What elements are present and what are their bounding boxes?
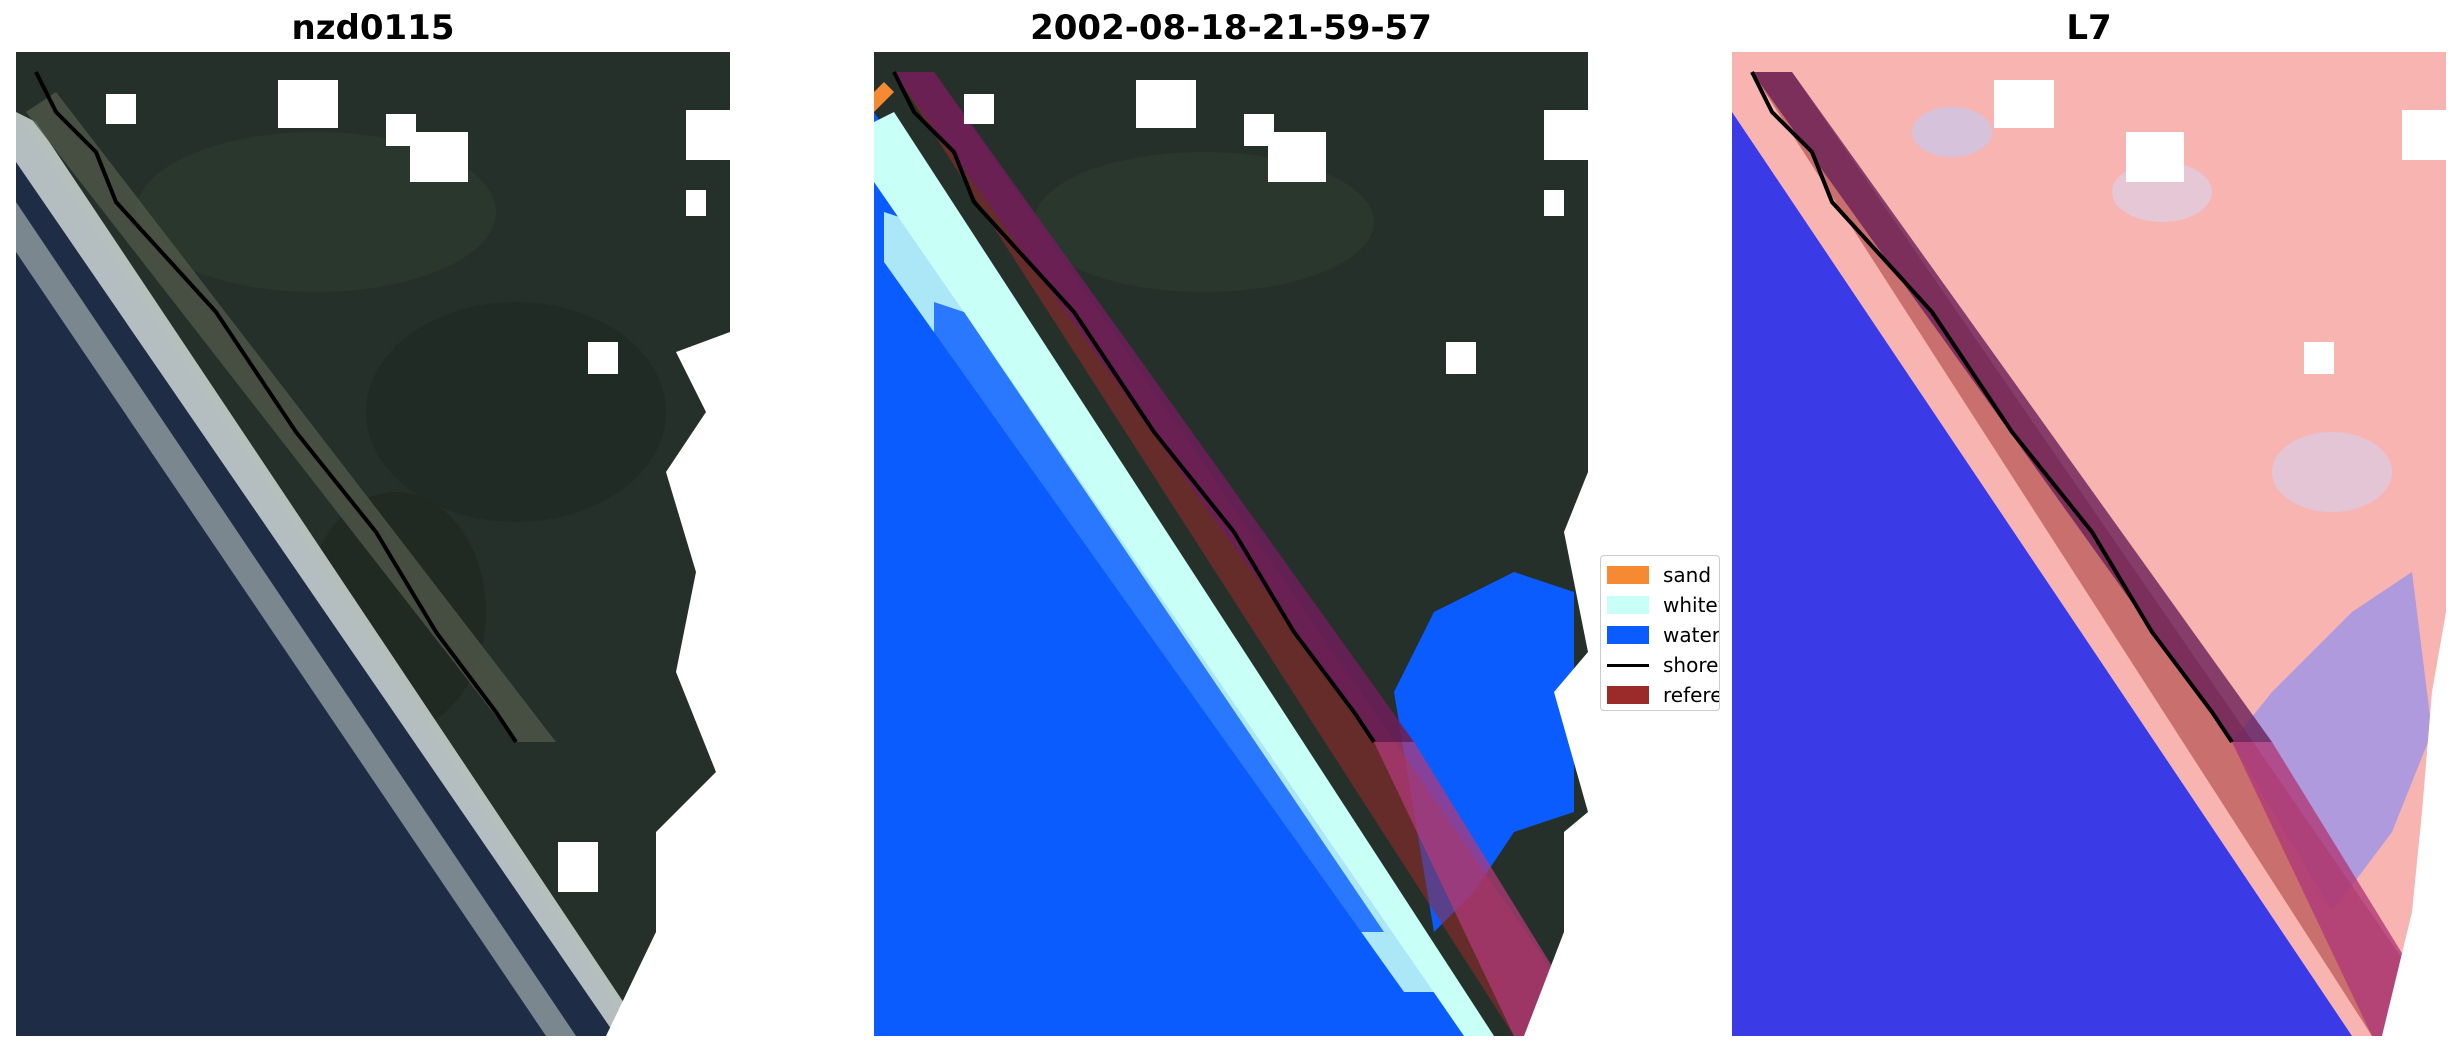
whitewater-swatch: [1607, 596, 1649, 614]
reference-shoreline-swatch: [1607, 686, 1649, 704]
water-swatch: [1607, 626, 1649, 644]
legend-label-shoreline: shoreline: [1663, 653, 1719, 677]
water-index-image: [1732, 52, 2446, 1036]
panel-title-classified: 2002-08-18-21-59-57: [1030, 8, 1432, 48]
index-image-panel: [1732, 52, 2446, 1036]
classified-satellite-image: [874, 52, 1588, 1036]
legend-item-water: water: [1607, 620, 1719, 650]
legend-label-water: water: [1663, 623, 1720, 647]
rgb-image-panel: [16, 52, 730, 1036]
rgb-satellite-image: [16, 52, 730, 1036]
legend-item-shoreline: shoreline: [1607, 650, 1719, 680]
legend-item-reference-shoreline: reference shoreline: [1607, 680, 1719, 710]
panel-title-index: L7: [2066, 8, 2112, 48]
classified-image-panel: [874, 52, 1588, 1036]
legend-label-reference-shoreline: reference shoreline: [1663, 683, 1719, 707]
legend-item-sand: sand: [1607, 560, 1719, 590]
shoreline-swatch: [1607, 663, 1649, 667]
panel-title-rgb: nzd0115: [291, 8, 455, 48]
sand-swatch: [1607, 566, 1649, 584]
legend-label-sand: sand: [1663, 563, 1712, 587]
